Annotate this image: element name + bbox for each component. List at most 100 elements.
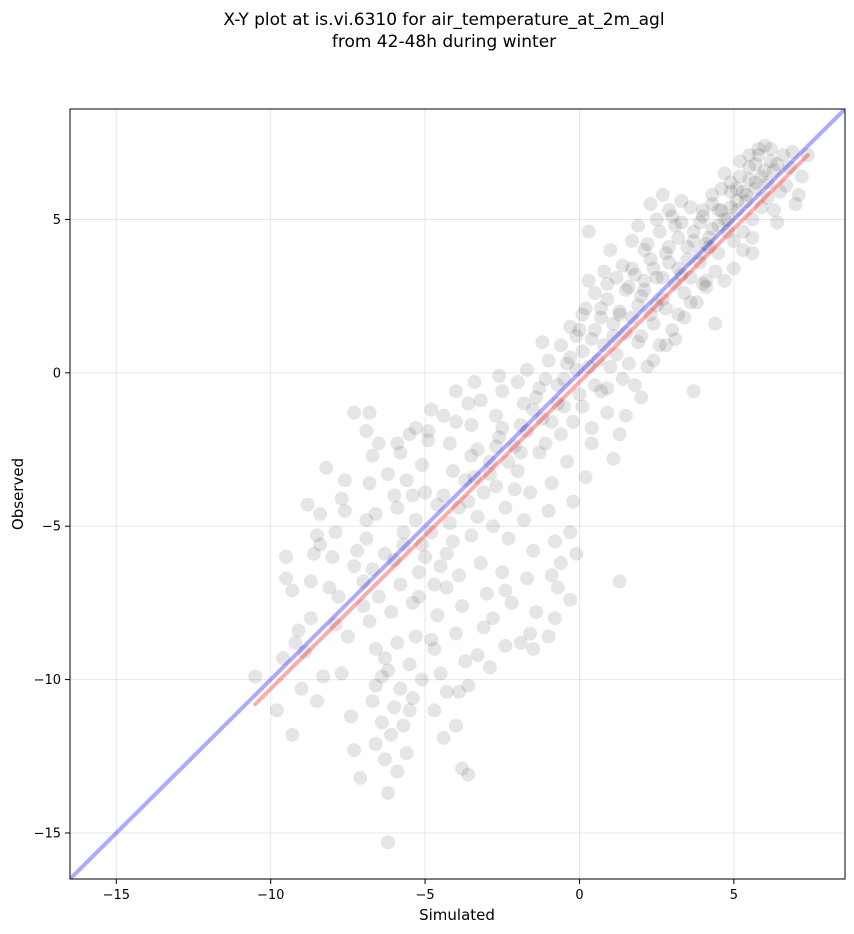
scatter-point — [671, 230, 686, 245]
scatter-point — [662, 203, 676, 218]
scatter-point — [510, 375, 525, 389]
scatter-point — [751, 148, 766, 162]
scatter-point — [581, 273, 596, 288]
scatter-point — [344, 709, 358, 724]
scatter-point — [566, 414, 581, 429]
scatter-points — [248, 138, 815, 850]
scatter-point — [439, 684, 454, 699]
scatter-point — [699, 279, 714, 294]
scatter-point — [449, 384, 463, 399]
scatter-point — [347, 405, 362, 420]
scatter-point — [337, 473, 352, 488]
scatter-point — [600, 276, 615, 291]
scatter-point — [643, 197, 658, 212]
scatter-point — [628, 267, 642, 282]
scatter-point — [683, 270, 698, 285]
scatter-point — [699, 237, 714, 251]
y-tick-label: 5 — [53, 213, 61, 228]
scatter-point — [723, 200, 738, 215]
scatter-point — [377, 546, 392, 561]
scatter-point — [631, 218, 646, 233]
scatter-point — [742, 172, 757, 187]
scatter-point — [634, 390, 649, 405]
scatter-point — [356, 574, 371, 589]
scatter-point — [520, 362, 534, 377]
scatter-point — [612, 574, 627, 589]
scatter-point — [770, 215, 785, 230]
scatter-point — [646, 353, 661, 368]
scatter-point — [405, 691, 420, 705]
scatter-point — [353, 770, 368, 785]
scatter-point — [538, 436, 553, 451]
scatter-point — [736, 184, 751, 199]
scatter-point — [359, 513, 374, 528]
scatter-point — [637, 283, 652, 297]
scatter-point — [643, 307, 658, 322]
one-to-one-line — [70, 109, 845, 879]
scatter-point — [609, 347, 624, 362]
scatter-point — [325, 549, 340, 564]
scatter-point — [291, 623, 306, 638]
scatter-point — [433, 559, 448, 574]
scatter-point — [618, 325, 633, 340]
scatter-point — [430, 608, 445, 623]
scatter-point — [482, 467, 497, 482]
scatter-point — [452, 684, 466, 699]
scatter-point — [776, 148, 791, 162]
scatter-point — [563, 592, 578, 607]
scatter-point — [445, 464, 460, 478]
scatter-point — [615, 258, 630, 273]
scatter-point — [717, 166, 732, 181]
scatter-point — [393, 445, 408, 460]
scatter-point — [393, 681, 408, 696]
scatter-point — [513, 445, 528, 460]
scatter-point — [733, 169, 747, 184]
scatter-point — [532, 381, 547, 396]
scatter-point — [566, 494, 581, 509]
scatter-point — [526, 641, 541, 656]
scatter-point — [714, 181, 729, 196]
scatter-point — [405, 488, 420, 503]
scatter-point — [362, 405, 377, 420]
scatter-point — [359, 531, 374, 546]
scatter-point — [560, 454, 575, 469]
scatter-point — [575, 399, 590, 414]
scatter-point — [498, 583, 513, 598]
scatter-point — [603, 243, 618, 258]
scatter-point — [658, 246, 673, 261]
scatter-point — [520, 424, 534, 439]
scatter-point — [374, 715, 389, 730]
x-tick-label: −10 — [257, 888, 284, 903]
scatter-point — [557, 399, 571, 414]
scatter-point — [513, 635, 528, 650]
scatter-point — [455, 599, 470, 613]
scatter-point — [424, 525, 439, 540]
scatter-point — [671, 261, 686, 276]
scatter-point — [692, 215, 707, 230]
scatter-point — [464, 528, 479, 543]
scatter-point — [572, 322, 587, 337]
scatter-point — [662, 255, 676, 270]
scatter-point — [387, 553, 402, 567]
scatter-point — [461, 494, 476, 509]
scatter-point — [553, 556, 568, 570]
scatter-point — [498, 500, 513, 515]
scatter-point — [742, 160, 757, 175]
scatter-point — [279, 571, 294, 586]
scatter-point — [390, 764, 405, 779]
scatter-point — [396, 537, 411, 552]
scatter-point — [334, 666, 349, 681]
scatter-point — [736, 243, 751, 258]
scatter-point — [390, 500, 405, 515]
scatter-point — [584, 436, 599, 451]
scatter-point — [405, 595, 420, 610]
scatter-point — [306, 546, 321, 561]
scatter-point — [560, 356, 575, 371]
scatter-point — [402, 703, 417, 718]
scatter-point — [609, 270, 624, 285]
scatter-point — [634, 329, 649, 343]
x-axis-ticks: −15 −10 −5 0 5 — [103, 879, 738, 903]
scatter-point — [492, 430, 507, 445]
scatter-point — [584, 332, 599, 347]
scatter-point — [322, 580, 337, 595]
